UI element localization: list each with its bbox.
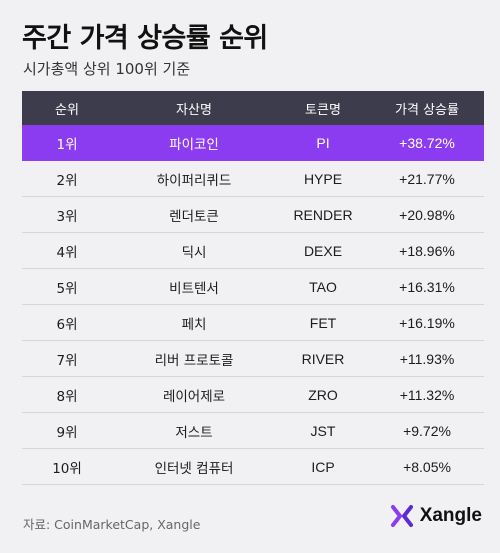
cell-ticker: DEXE [303,242,343,259]
table-row: 8위 레이어제로 ZRO +11.32% [22,377,484,413]
cell-asset-name: 리버 프로토콜 [154,352,234,369]
cell-asset-name: 하이퍼리퀴드 [156,172,232,189]
header-asset-name: 자산명 [176,102,212,118]
cell-rank: 1위 [56,137,78,153]
cell-price-change: +16.19% [399,314,455,331]
chart-title: 주간 가격 상승률 순위 [22,23,268,54]
cell-asset-name: 렌더토큰 [169,208,219,225]
logo-text: Xangle [419,505,482,526]
cell-price-change: +11.32% [399,386,455,403]
cell-asset-name: 레이어제로 [162,388,226,405]
cell-ticker: JST [310,422,336,439]
xangle-logo: Xangle [390,504,482,528]
chart-subtitle: 시가총액 상위 100위 기준 [23,60,191,78]
cell-asset-name: 파이코인 [169,137,219,153]
cell-rank: 9위 [56,424,78,441]
cell-price-change: +11.93% [399,350,455,367]
cell-asset-name: 딕시 [181,244,207,261]
ranking-table: 순위 자산명 토큰명 가격 상승률 1위 파이코인 PI +38.72% 2위 하이퍼리퀴… [22,91,484,485]
header-price-change: 가격 상승률 [395,102,459,118]
cell-asset-name: 인터넷 컴퓨터 [154,460,234,477]
table-body: 1위 파이코인 PI +38.72% 2위 하이퍼리퀴드 HYPE +21.77% 3위 렌더토큰… [22,125,484,485]
cell-asset-name: 비트텐서 [169,280,219,297]
table-row: 10위 인터넷 컴퓨터 ICP +8.05% [22,449,484,485]
cell-price-change: +16.31% [399,278,455,295]
cell-rank: 2위 [56,172,78,189]
cell-ticker: ICP [311,458,335,475]
cell-rank: 6위 [56,316,78,333]
cell-asset-name: 페치 [181,316,207,333]
cell-rank: 4위 [56,244,78,261]
table-row: 4위 딕시 DEXE +18.96% [22,233,484,269]
cell-rank: 8위 [56,388,78,405]
cell-rank: 7위 [56,352,78,369]
cell-ticker: HYPE [303,170,343,187]
header-rank: 순위 [55,102,79,118]
cell-asset-name: 저스트 [175,424,213,441]
table-row: 7위 리버 프로토콜 RIVER +11.93% [22,341,484,377]
cell-rank: 3위 [56,208,78,225]
cell-price-change: +8.05% [403,458,451,475]
cell-ticker: RIVER [301,350,345,367]
cell-rank: 5위 [56,280,78,297]
cell-ticker: PI [316,135,330,151]
cell-rank: 10위 [52,460,82,477]
table-row: 5위 비트텐서 TAO +16.31% [22,269,484,305]
cell-ticker: RENDER [293,206,353,223]
header-ticker: 토큰명 [305,102,341,118]
cell-ticker: TAO [309,278,337,295]
cell-price-change: +38.72% [399,135,455,151]
table-row: 6위 페치 FET +16.19% [22,305,484,341]
xangle-x-logo-icon [390,505,413,527]
cell-ticker: ZRO [308,386,338,403]
cell-price-change: +9.72% [403,422,451,439]
table-row: 3위 렌더토큰 RENDER +20.98% [22,197,484,233]
cell-ticker: FET [309,314,337,331]
table-row: 1위 파이코인 PI +38.72% [22,125,484,161]
cell-price-change: +20.98% [399,206,455,223]
table-row: 9위 저스트 JST +9.72% [22,413,484,449]
table-row: 2위 하이퍼리퀴드 HYPE +21.77% [22,161,484,197]
table-header: 순위 자산명 토큰명 가격 상승률 [22,91,484,125]
source-note: 자료: CoinMarketCap, Xangle [23,517,201,532]
cell-price-change: +21.77% [399,170,455,187]
cell-price-change: +18.96% [399,242,455,259]
